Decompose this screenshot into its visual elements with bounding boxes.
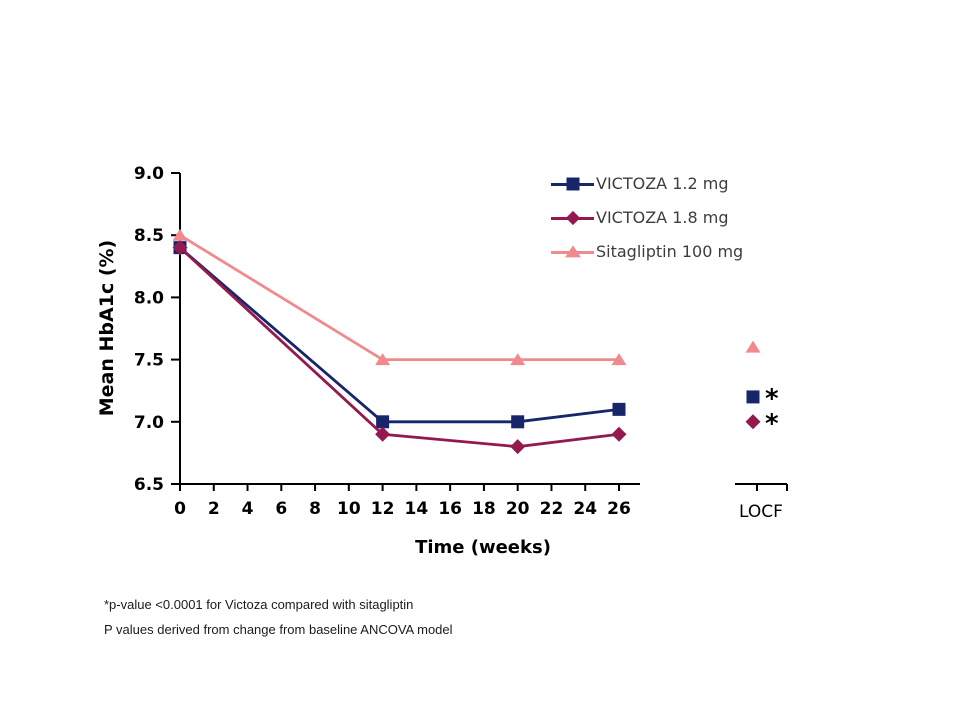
legend-label: VICTOZA 1.2 mg [596, 174, 729, 193]
data-point-marker [375, 426, 391, 442]
data-point-marker [172, 228, 188, 241]
legend-label: Sitagliptin 100 mg [596, 242, 744, 261]
significance-asterisk: * [765, 409, 779, 439]
footnote-pvalue: *p-value <0.0001 for Victoza compared wi… [104, 597, 414, 612]
legend-item-sitagliptin: Sitagliptin 100 mg [551, 240, 743, 263]
x-axis-tick-label: 0 [174, 499, 186, 519]
footnote-ancova: P values derived from change from baseli… [104, 622, 453, 637]
data-point-marker [510, 353, 526, 366]
x-axis-tick-label: 26 [607, 499, 631, 519]
y-axis-tick-label: 9.0 [134, 164, 164, 184]
locf-marker [745, 340, 761, 353]
legend-label: VICTOZA 1.8 mg [596, 208, 729, 227]
locf-marker [745, 414, 761, 430]
x-axis-tick-label: 18 [472, 499, 496, 519]
x-axis-tick-label: 8 [309, 499, 321, 519]
legend-swatch [551, 210, 594, 226]
legend-swatch [551, 176, 594, 192]
data-point-marker [612, 402, 626, 416]
legend-swatch [551, 244, 594, 260]
y-axis-tick-label: 8.0 [134, 288, 164, 308]
legend-item-victoza-1-8: VICTOZA 1.8 mg [551, 206, 743, 229]
x-axis-tick-label: 10 [337, 499, 361, 519]
x-axis-tick-label: 20 [506, 499, 530, 519]
data-point-marker [611, 353, 627, 366]
triangle-marker-icon [564, 244, 581, 257]
series-line [179, 234, 619, 362]
diamond-marker-icon [565, 210, 580, 225]
x-axis-tick-label: 16 [438, 499, 462, 519]
series-line [179, 246, 620, 424]
x-axis-tick-label: 2 [208, 499, 220, 519]
locf-label: LOCF [739, 502, 783, 522]
data-point-marker [510, 439, 526, 455]
data-point-marker [511, 415, 525, 429]
y-axis-tick-label: 7.0 [134, 413, 164, 433]
locf-marker [746, 390, 760, 404]
x-axis-tick-label: 12 [371, 499, 395, 519]
legend-item-victoza-1-2: VICTOZA 1.2 mg [551, 172, 743, 195]
x-axis-tick-label: 24 [573, 499, 597, 519]
data-point-marker [375, 353, 391, 366]
x-axis-title: Time (weeks) [415, 537, 551, 558]
series-line [179, 246, 620, 449]
y-axis-tick-label: 6.5 [134, 475, 164, 495]
chart-legend: VICTOZA 1.2 mg VICTOZA 1.8 mg Sitaglipti… [551, 172, 743, 263]
y-axis-title: Mean HbA1c (%) [96, 239, 118, 417]
y-axis-tick-label: 7.5 [134, 351, 164, 371]
x-axis-tick-label: 4 [242, 499, 254, 519]
y-axis-tick-label: 8.5 [134, 226, 164, 246]
data-point-marker [172, 240, 188, 256]
data-point-marker [611, 426, 627, 442]
significance-asterisk: * [765, 384, 779, 414]
square-marker-icon [566, 177, 579, 190]
data-point-marker [376, 415, 390, 429]
x-axis-tick-label: 14 [405, 499, 429, 519]
x-axis-tick-label: 6 [275, 499, 287, 519]
x-axis-tick-label: 22 [540, 499, 564, 519]
